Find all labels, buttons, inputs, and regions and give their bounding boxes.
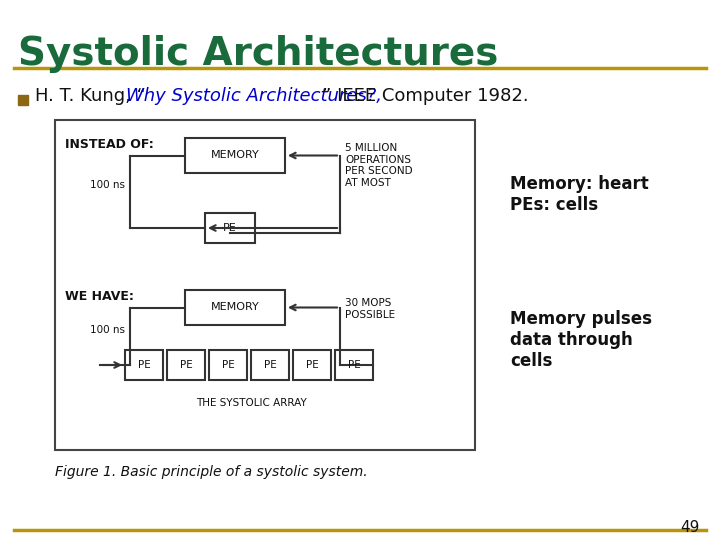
Text: 100 ns: 100 ns <box>90 180 125 191</box>
Text: MEMORY: MEMORY <box>211 302 259 313</box>
Text: ” IEEE Computer 1982.: ” IEEE Computer 1982. <box>322 87 528 105</box>
Bar <box>251 350 289 380</box>
Text: WE HAVE:: WE HAVE: <box>65 290 134 303</box>
Text: PE: PE <box>305 360 318 370</box>
Text: Systolic Architectures: Systolic Architectures <box>18 35 498 73</box>
Text: MEMORY: MEMORY <box>211 151 259 160</box>
Text: PE: PE <box>223 223 237 233</box>
Text: Why Systolic Architectures?,: Why Systolic Architectures?, <box>126 87 382 105</box>
Bar <box>55 120 475 450</box>
Bar <box>335 350 373 380</box>
Text: 5 MILLION
OPERATIONS
PER SECOND
AT MOST: 5 MILLION OPERATIONS PER SECOND AT MOST <box>345 143 413 188</box>
Bar <box>125 350 163 380</box>
Text: Memory: heart
PEs: cells: Memory: heart PEs: cells <box>510 175 649 214</box>
Text: 30 MOPS
POSSIBLE: 30 MOPS POSSIBLE <box>345 298 395 320</box>
Text: Figure 1. Basic principle of a systolic system.: Figure 1. Basic principle of a systolic … <box>55 465 368 479</box>
Bar <box>185 138 285 173</box>
Bar <box>167 350 205 380</box>
Bar <box>18 95 28 105</box>
Text: PE: PE <box>138 360 150 370</box>
Bar <box>209 350 247 380</box>
Text: INSTEAD OF:: INSTEAD OF: <box>65 138 154 151</box>
Text: PE: PE <box>264 360 276 370</box>
Bar <box>205 213 255 243</box>
Text: PE: PE <box>348 360 361 370</box>
Text: PE: PE <box>179 360 192 370</box>
Text: 100 ns: 100 ns <box>90 325 125 335</box>
Text: 49: 49 <box>680 520 700 535</box>
Bar <box>185 290 285 325</box>
Text: Memory pulses
data through
cells: Memory pulses data through cells <box>510 310 652 369</box>
Text: H. T. Kung, “: H. T. Kung, “ <box>35 87 146 105</box>
Bar <box>293 350 331 380</box>
Text: THE SYSTOLIC ARRAY: THE SYSTOLIC ARRAY <box>196 398 307 408</box>
Text: PE: PE <box>222 360 235 370</box>
